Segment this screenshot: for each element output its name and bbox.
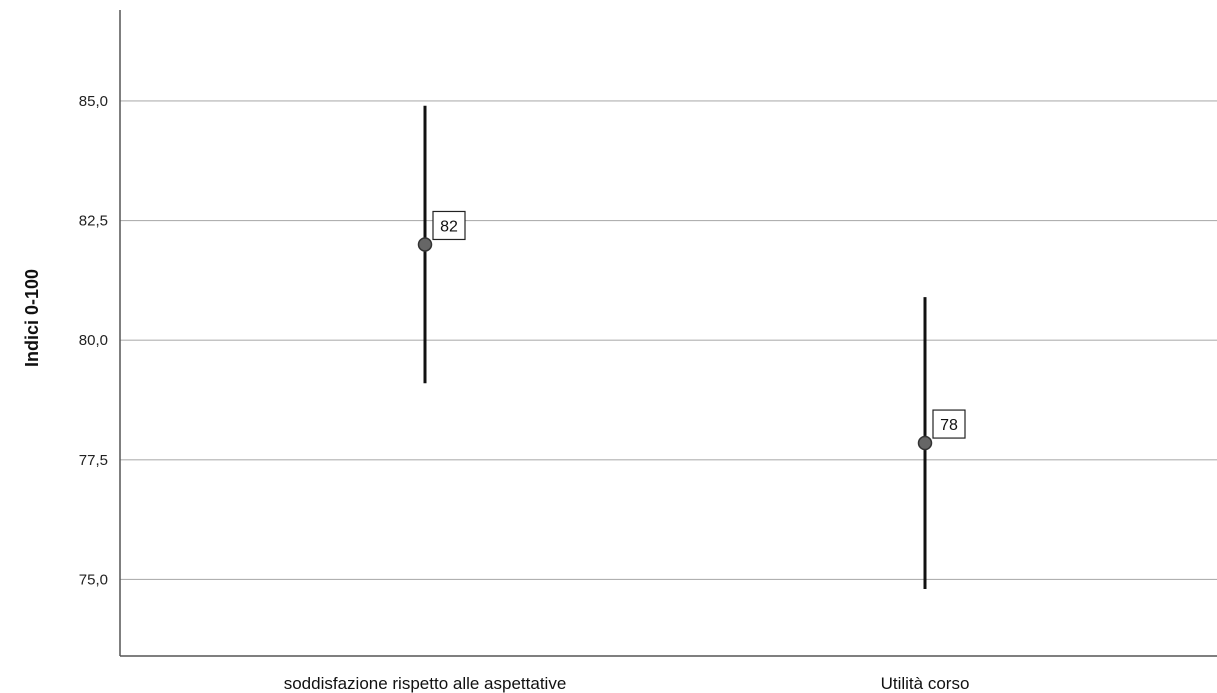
category-label: Utilità corso xyxy=(881,674,970,693)
y-tick-label: 80,0 xyxy=(79,332,108,349)
category-label: soddisfazione rispetto alle aspettative xyxy=(284,674,567,693)
y-tick-label: 85,0 xyxy=(79,93,108,110)
mean-marker xyxy=(417,237,433,252)
y-tick-label: 75,0 xyxy=(79,571,108,588)
y-axis-title: Indici 0-100 xyxy=(22,269,42,367)
y-tick-labels: 75,0 77,5 80,0 82,5 85,0 xyxy=(79,93,108,589)
category-labels: soddisfazione rispetto alle aspettative U… xyxy=(284,674,970,693)
data-label: 82 xyxy=(440,218,458,235)
data-label-box xyxy=(932,409,966,439)
y-tick-label: 82,5 xyxy=(79,213,108,230)
grid-lines xyxy=(120,100,1217,581)
mean-marker xyxy=(917,435,933,451)
data-label: 78 xyxy=(940,417,958,434)
y-tick-label: 77,5 xyxy=(79,452,108,469)
data-label-box xyxy=(432,210,466,241)
axes xyxy=(119,10,1217,657)
series-layer: 82 78 xyxy=(417,105,966,590)
